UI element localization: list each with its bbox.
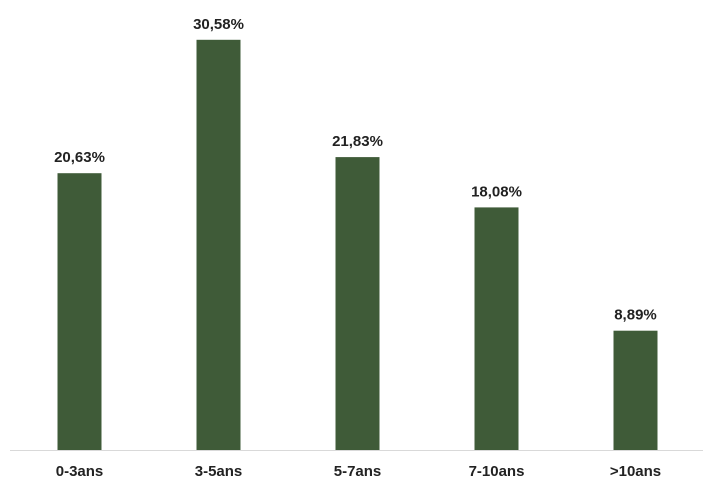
data-label-5: 8,89% xyxy=(614,307,657,324)
x-tick-label-4: 7-10ans xyxy=(469,463,525,480)
x-tick-labels-group: 0-3ans 3-5ans 5-7ans 7-10ans >10ans xyxy=(56,463,661,480)
data-label-2: 30,58% xyxy=(193,16,244,33)
data-label-3: 21,83% xyxy=(332,133,383,150)
bar-5 xyxy=(613,330,658,450)
bars-group xyxy=(57,39,658,451)
x-tick-label-5: >10ans xyxy=(610,463,661,480)
x-tick-label-3: 5-7ans xyxy=(334,463,382,480)
data-label-1: 20,63% xyxy=(54,149,105,166)
bar-2 xyxy=(196,39,241,451)
data-label-4: 18,08% xyxy=(471,183,522,200)
x-tick-label-2: 3-5ans xyxy=(195,463,243,480)
bar-3 xyxy=(335,157,380,450)
bar-1 xyxy=(57,173,102,450)
bar-4 xyxy=(474,207,519,450)
x-tick-label-1: 0-3ans xyxy=(56,463,104,480)
data-labels-group: 20,63% 30,58% 21,83% 18,08% 8,89% xyxy=(54,16,657,324)
